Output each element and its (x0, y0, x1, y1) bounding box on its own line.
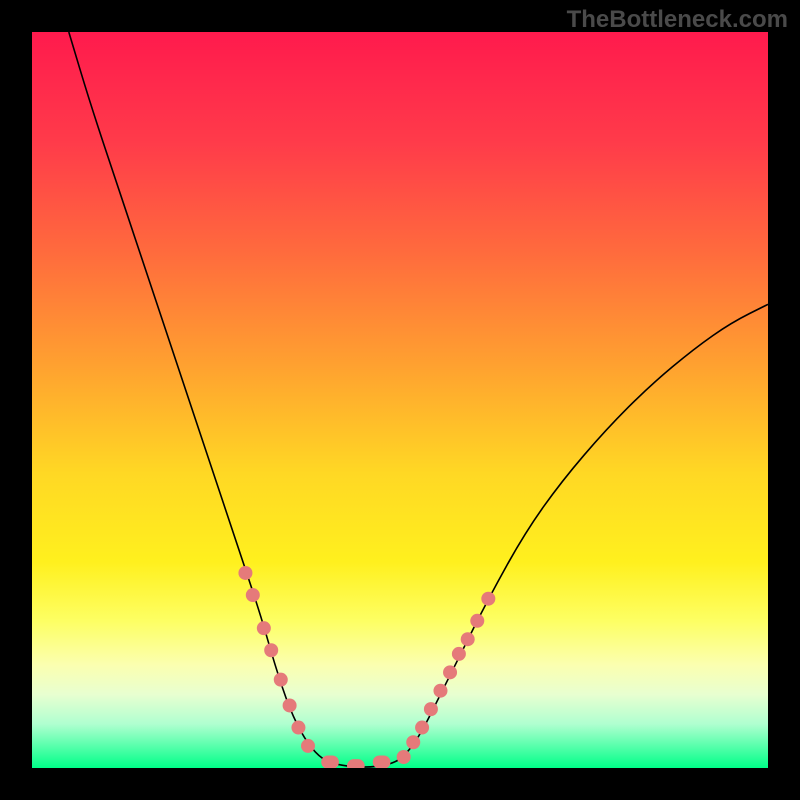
watermark-text: TheBottleneck.com (567, 6, 788, 34)
marker-dot (283, 698, 297, 712)
marker-dot (264, 643, 278, 657)
chart-svg (32, 32, 768, 768)
marker-dot (238, 566, 252, 580)
marker-dot (443, 665, 457, 679)
marker-dot (470, 614, 484, 628)
marker-pill (321, 755, 339, 768)
marker-dot (397, 750, 411, 764)
marker-dot (291, 721, 305, 735)
marker-dot (452, 647, 466, 661)
marker-dot (433, 684, 447, 698)
marker-dot (481, 592, 495, 606)
marker-dot (461, 632, 475, 646)
marker-dot (246, 588, 260, 602)
marker-dot (301, 739, 315, 753)
marker-dot (406, 735, 420, 749)
marker-dot (415, 721, 429, 735)
marker-dot (424, 702, 438, 716)
gradient-background (32, 32, 768, 768)
marker-dot (257, 621, 271, 635)
bottleneck-chart (32, 32, 768, 768)
marker-dot (274, 673, 288, 687)
marker-pill (347, 759, 365, 768)
marker-pill (373, 755, 391, 768)
